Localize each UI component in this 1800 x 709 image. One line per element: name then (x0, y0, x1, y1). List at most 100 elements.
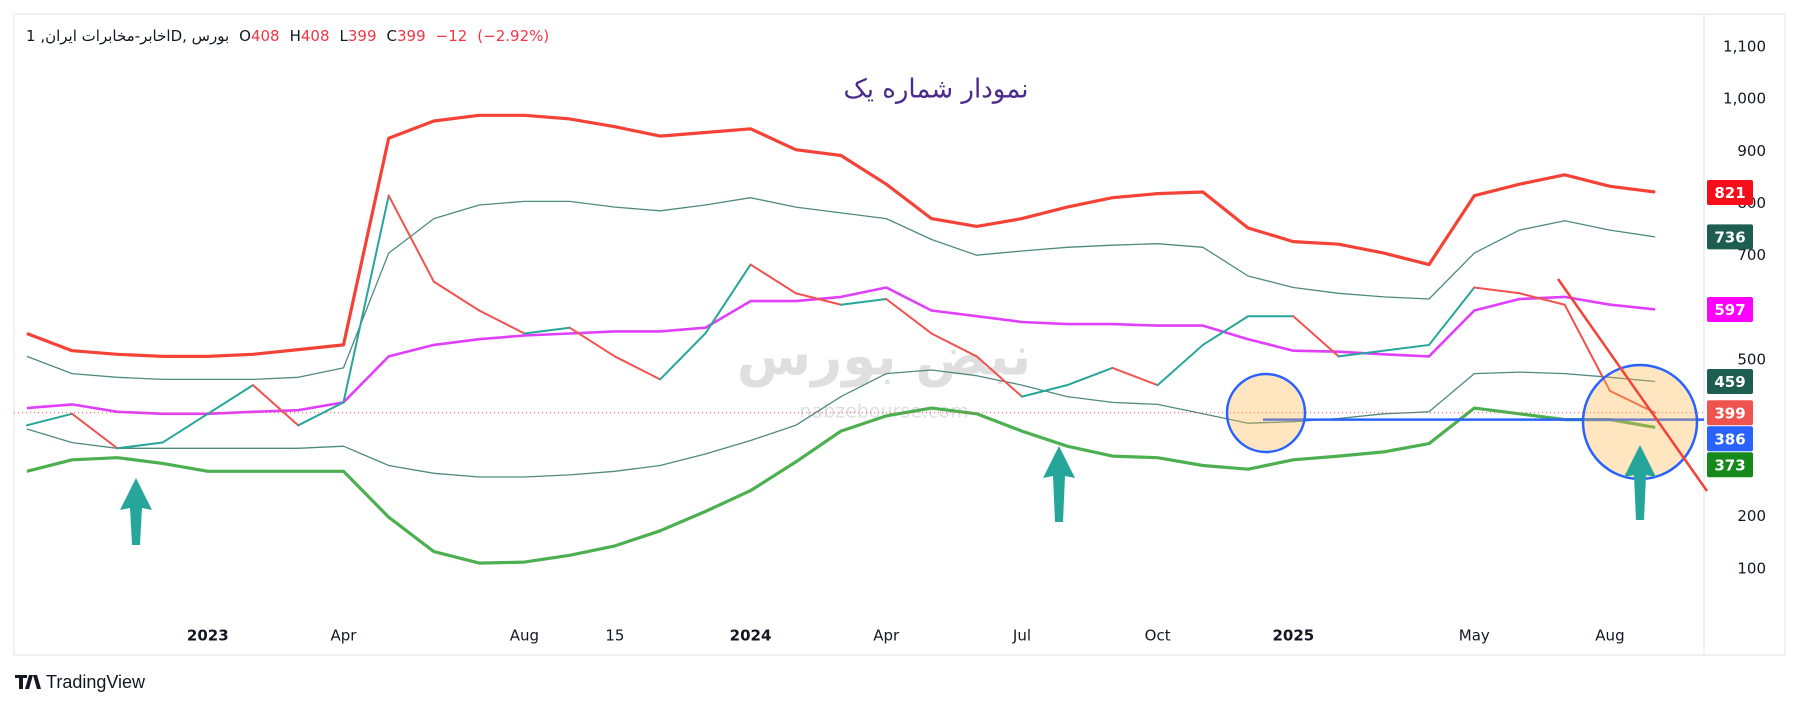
y-tick-label: 200 (1737, 507, 1766, 525)
series-layer (14, 113, 1704, 565)
x-tick-label: 15 (605, 627, 624, 645)
ohlc-value: 399 (397, 27, 426, 45)
price-segment (342, 194, 390, 404)
price-badge-label: 399 (1714, 404, 1745, 422)
price-segment (930, 332, 978, 358)
indicator-line (26, 406, 1656, 565)
drawings (120, 278, 1709, 545)
x-tick-label: Aug (510, 627, 539, 645)
x-tick-label: Apr (873, 627, 900, 645)
ohlc-value: 408 (300, 27, 330, 45)
x-tick-label: Jul (1012, 627, 1031, 645)
price-segment (794, 292, 843, 306)
arrow (1043, 446, 1075, 522)
ohlc-item: C399 (387, 27, 426, 45)
change: −12 (435, 27, 468, 45)
price-badge (1707, 224, 1753, 250)
price-segment (1382, 343, 1431, 352)
price-segment (1337, 349, 1385, 358)
price-segment (1111, 366, 1159, 387)
brand-name: TradingView (46, 672, 146, 692)
price-segment (252, 384, 300, 427)
x-tick-label: 2025 (1272, 627, 1314, 645)
price-segment (1066, 366, 1114, 387)
price-segment (568, 326, 616, 358)
price-segment (704, 263, 752, 335)
price-segment (1292, 315, 1340, 358)
symbol-header: اخابر-مخابرات ایران, 1D, بورس O408 H408 L3… (26, 27, 549, 45)
price-segment (613, 355, 662, 381)
ohlc-label: H (289, 27, 301, 45)
price-segment (432, 280, 481, 312)
x-tick-label: Oct (1145, 627, 1171, 645)
ohlc-label: O (239, 27, 251, 45)
arrow (1624, 445, 1656, 520)
y-tick-label: 1,100 (1723, 37, 1766, 55)
plot-frame (13, 13, 1786, 656)
x-tick-label: Apr (331, 627, 358, 645)
price-badge (1707, 452, 1753, 478)
arrow (120, 478, 152, 545)
price-badge (1707, 400, 1753, 426)
price-segment (116, 441, 164, 450)
price-segment (840, 298, 888, 306)
watermark-text: نبض بورس (737, 325, 1032, 389)
ohlc-value: 408 (250, 27, 280, 45)
y-tick-label: 100 (1737, 559, 1766, 577)
x-tick-label: Aug (1595, 627, 1624, 645)
price-segment (1563, 303, 1611, 392)
indicator-line (26, 369, 1656, 478)
price-segment (161, 412, 209, 444)
price-segment (387, 194, 435, 283)
trend-line (1556, 278, 1709, 492)
chart-title: نمودار شماره یک (843, 75, 1028, 105)
price-badge (1707, 180, 1753, 206)
price-segment (1428, 286, 1476, 346)
y-tick-label: 500 (1737, 351, 1766, 369)
price-segment (71, 412, 119, 450)
watermark: نبض بورس nabzebourse.com (737, 325, 1032, 423)
price-segment (297, 401, 345, 427)
highlight-circle (1225, 372, 1307, 454)
price-segment (975, 355, 1023, 398)
price-segment (1156, 343, 1204, 387)
ohlc-item: L399 (340, 27, 377, 45)
price-badge (1707, 296, 1753, 322)
y-tick-label: 700 (1737, 246, 1766, 264)
price-segment (1201, 315, 1250, 346)
ohlc: O408 H408 L399 C399 (239, 27, 426, 45)
price-segment (1518, 292, 1566, 306)
price-badge (1707, 368, 1753, 394)
price-badge-label: 459 (1714, 373, 1745, 391)
price-segment (1473, 286, 1521, 295)
ohlc-label: L (339, 27, 348, 45)
price-segment (885, 298, 933, 335)
y-tick-label: 1,000 (1723, 90, 1766, 108)
x-tick-label: 2023 (187, 627, 229, 645)
change-percent: (−2.92%) (477, 27, 550, 45)
indicator-line (26, 286, 1656, 416)
price-badge-label: 821 (1714, 184, 1745, 202)
price-badge-label: 373 (1714, 456, 1745, 474)
watermark-url: nabzebourse.com (799, 401, 968, 423)
price-segment (1608, 389, 1657, 414)
price-badge-label: 736 (1714, 228, 1745, 246)
price-badge (1707, 426, 1753, 452)
price-segment (1020, 384, 1069, 398)
indicator-line (26, 197, 1656, 381)
price-labels: 821 736 597 459 399 386 373 (1707, 180, 1753, 478)
price-segment (25, 412, 74, 427)
ohlc-item: O408 (239, 27, 279, 45)
brand: TradingView (15, 672, 146, 692)
x-tick-label: 2024 (730, 627, 772, 645)
ohlc-item: H408 (290, 27, 330, 45)
price-segment (523, 326, 571, 335)
ohlc-value: 399 (347, 27, 377, 45)
x-tick-label: May (1459, 627, 1490, 645)
price-badge-label: 386 (1714, 430, 1745, 448)
brand-logo (15, 675, 41, 689)
y-tick-label: 900 (1737, 142, 1766, 160)
